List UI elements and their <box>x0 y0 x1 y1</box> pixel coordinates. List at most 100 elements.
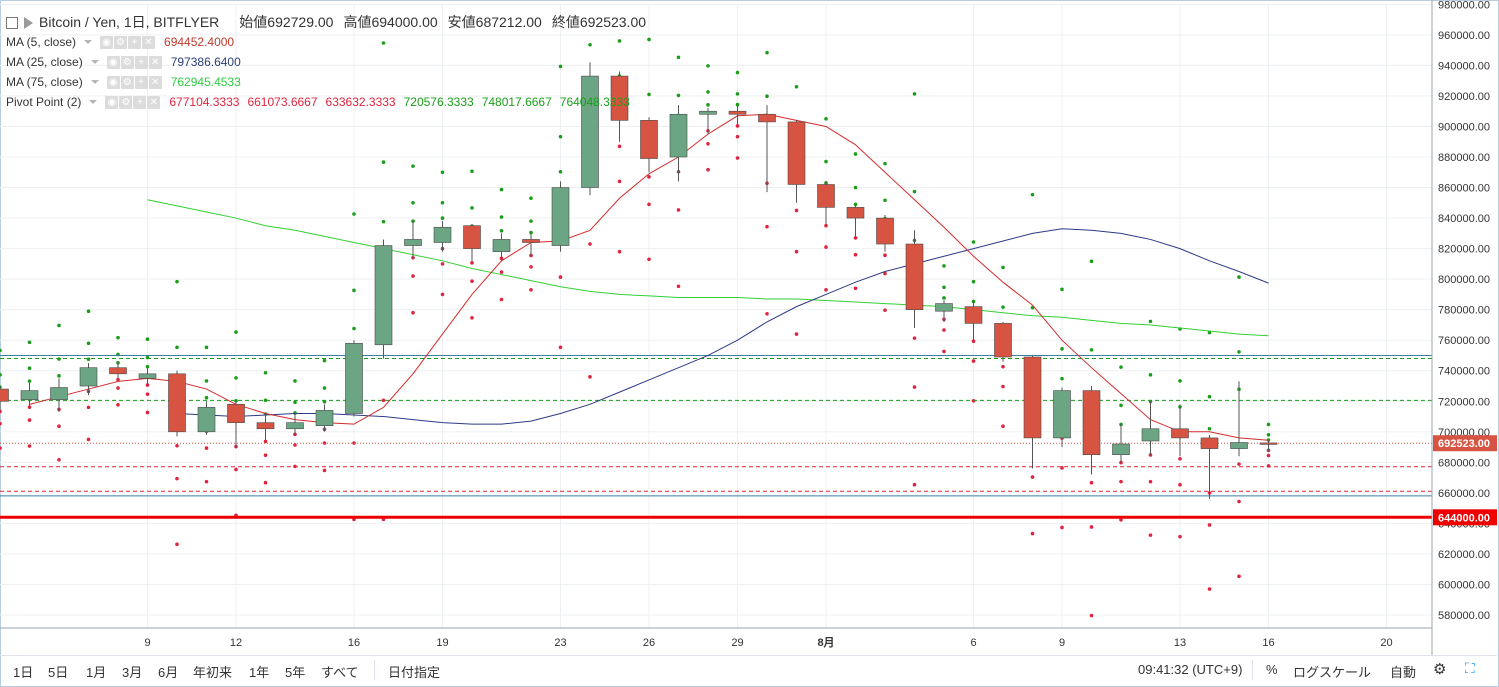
candle-body <box>404 239 422 246</box>
more-icon[interactable]: + <box>134 75 148 89</box>
pivot-dot <box>942 328 946 332</box>
pivot-dot <box>145 410 150 415</box>
pivot-dot <box>765 311 769 316</box>
more-icon[interactable]: + <box>133 95 147 109</box>
range-button[interactable]: 1年 <box>249 665 270 680</box>
date-pick-button[interactable]: 日付指定 <box>388 665 441 680</box>
chevron-down-icon[interactable] <box>89 100 98 104</box>
price-tick-label: 880000.00 <box>1438 152 1490 164</box>
range-button[interactable]: 3月 <box>122 665 143 680</box>
pivot-dot <box>853 252 858 257</box>
indicator-name[interactable]: MA (25, close) <box>6 55 83 69</box>
time-tick-label: 6 <box>970 637 976 649</box>
close-icon[interactable]: ✕ <box>147 95 161 109</box>
candle-body <box>20 390 39 401</box>
more-icon[interactable]: + <box>134 55 148 69</box>
pivot-dot <box>912 189 917 194</box>
indicator-name[interactable]: Pivot Point (2) <box>6 95 82 109</box>
pivot-dot <box>529 288 533 292</box>
pivot-dot <box>86 341 91 346</box>
bottom-toolbar: 1日 5日 1月 3月 6月 年初来 1年 5年 すべて 日付指定 09:41:32 (UTC+… <box>0 655 1497 686</box>
indicator-value: 661073.6667 <box>247 95 318 109</box>
chevron-down-icon[interactable] <box>90 80 99 84</box>
range-button[interactable]: 年初来 <box>193 665 233 680</box>
pivot-dot <box>1001 364 1005 369</box>
indicator-row: MA (75, close) ◉ ⚙ + ✕ 762945.4533 <box>6 72 646 92</box>
eye-icon[interactable]: ◉ <box>106 55 120 69</box>
range-button[interactable]: 5年 <box>285 665 306 680</box>
settings-icon[interactable]: ⚙ <box>119 95 133 109</box>
settings-icon[interactable]: ⚙ <box>114 35 128 49</box>
settings-icon[interactable]: ⚙ <box>120 75 134 89</box>
auto-scale-button[interactable]: 自動 <box>1390 665 1417 680</box>
candle-body <box>1112 443 1130 456</box>
pivot-dot <box>883 308 887 312</box>
pivot-dot <box>470 261 474 265</box>
more-icon[interactable]: + <box>128 35 142 49</box>
pivot-dot <box>145 337 150 341</box>
pivot-dot <box>529 230 533 235</box>
chevron-down-icon[interactable] <box>84 40 93 44</box>
settings-icon[interactable]: ⚙ <box>120 55 134 69</box>
pivot-dot <box>57 357 61 361</box>
range-button[interactable]: 5日 <box>48 665 69 680</box>
indicator-value: 797386.6400 <box>170 55 241 69</box>
price-tick-label: 780000.00 <box>1438 305 1490 317</box>
percent-button[interactable]: % <box>1266 662 1278 677</box>
range-button[interactable]: 1月 <box>86 665 107 680</box>
pivot-dot <box>1207 426 1212 431</box>
candle-body <box>522 239 540 243</box>
close-icon[interactable]: ✕ <box>148 55 162 69</box>
clock[interactable]: 09:41:32 (UTC+9) <box>1138 662 1243 677</box>
pivot-dot <box>440 262 445 266</box>
eye-icon[interactable]: ◉ <box>100 35 114 49</box>
pivot-dot <box>735 92 740 96</box>
range-button[interactable]: 1日 <box>13 665 34 680</box>
pivot-dot <box>1060 287 1064 292</box>
candle <box>463 224 481 261</box>
indicator-name[interactable]: MA (5, close) <box>6 35 77 49</box>
range-button[interactable]: すべて <box>321 665 359 680</box>
pivot-dot <box>794 208 799 213</box>
pivot-dot <box>617 144 622 149</box>
pivot-dot <box>735 102 740 107</box>
eye-icon[interactable]: ◉ <box>106 75 120 89</box>
eye-icon[interactable]: ◉ <box>105 95 119 109</box>
pivot-dot <box>499 187 504 192</box>
candle <box>1112 424 1130 463</box>
candle <box>758 105 776 193</box>
candle-body <box>994 323 1012 358</box>
pivot-dot <box>263 453 268 458</box>
pivot-dot <box>27 379 32 383</box>
gear-icon[interactable]: ⚙ <box>1433 661 1447 678</box>
pivot-dot <box>588 242 592 246</box>
ohlc-high: 高値694000.00 <box>343 14 438 30</box>
pivot-dot <box>1119 365 1123 369</box>
symbol-title[interactable]: Bitcoin / Yen, 1日, BITFLYER <box>39 14 220 30</box>
fullscreen-icon[interactable]: ⛶ <box>1465 660 1475 676</box>
price-axis: 980000.00 960000.00 940000.00 920000.00 9000… <box>1431 0 1497 656</box>
candle-body <box>433 226 452 243</box>
flag-icon[interactable] <box>24 17 33 29</box>
candle <box>935 300 953 322</box>
pivot-dot <box>381 160 386 164</box>
candle <box>1230 381 1248 457</box>
chevron-down-icon[interactable] <box>90 60 99 64</box>
pivot-dot <box>1060 466 1064 470</box>
pivot-dot <box>853 286 858 291</box>
pivot-dot <box>381 219 386 224</box>
collapse-icon[interactable] <box>6 17 18 29</box>
close-icon[interactable]: ✕ <box>148 75 162 89</box>
pivot-dot <box>470 316 474 320</box>
candle-body <box>1082 390 1101 456</box>
pivot-dot <box>411 310 415 315</box>
close-icon[interactable]: ✕ <box>142 35 156 49</box>
pivot-dot <box>617 179 622 184</box>
log-scale-button[interactable]: ログスケール <box>1293 665 1372 680</box>
indicator-name[interactable]: MA (75, close) <box>6 75 83 89</box>
time-tick-label: 29 <box>731 637 743 649</box>
range-button[interactable]: 6月 <box>158 665 179 680</box>
candle <box>846 205 865 240</box>
candle-body <box>315 410 334 427</box>
